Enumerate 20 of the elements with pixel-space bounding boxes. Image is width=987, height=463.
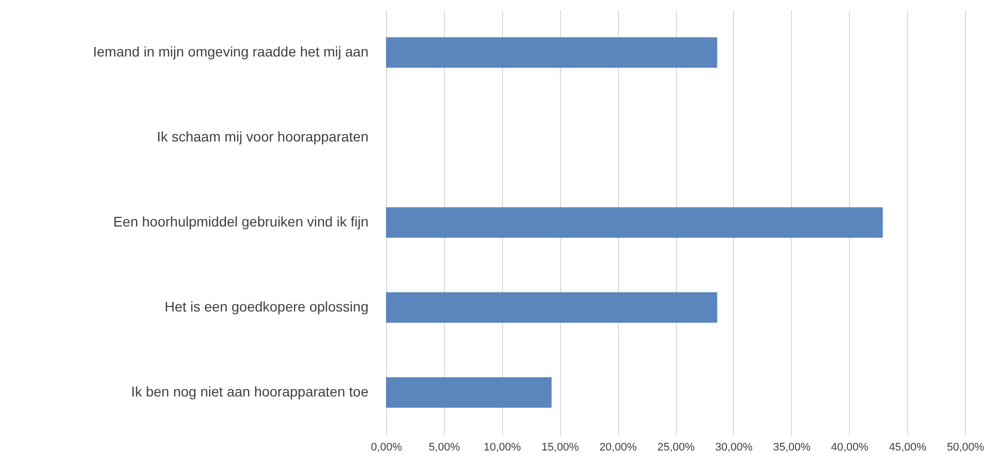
x-tick-label: 35,00% xyxy=(773,442,811,454)
bar xyxy=(386,207,883,238)
x-tick-label: 30,00% xyxy=(715,442,753,454)
x-tick-label: 40,00% xyxy=(831,442,869,454)
x-tick-label: 25,00% xyxy=(657,442,695,454)
y-tick-label: Ik ben nog niet aan hoorapparaten toe xyxy=(131,384,369,400)
x-tick-label: 20,00% xyxy=(599,442,637,454)
bar xyxy=(386,377,552,408)
bar xyxy=(386,37,718,68)
y-tick-label: Iemand in mijn omgeving raadde het mij aan xyxy=(93,44,368,60)
y-tick-label: Een hoorhulpmiddel gebruiken vind ik fijn xyxy=(113,214,368,230)
x-tick-label: 0,00% xyxy=(370,442,402,454)
y-tick-label: Het is een goedkopere oplossing xyxy=(164,298,368,314)
x-tick-label: 45,00% xyxy=(888,442,926,454)
bar xyxy=(386,292,718,323)
x-tick-label: 10,00% xyxy=(484,442,522,454)
x-tick-label: 50,00% xyxy=(946,442,984,454)
x-tick-label: 5,00% xyxy=(428,442,460,454)
x-tick-label: 15,00% xyxy=(542,442,580,454)
y-tick-label: Ik schaam mij voor hoorapparaten xyxy=(156,128,368,144)
